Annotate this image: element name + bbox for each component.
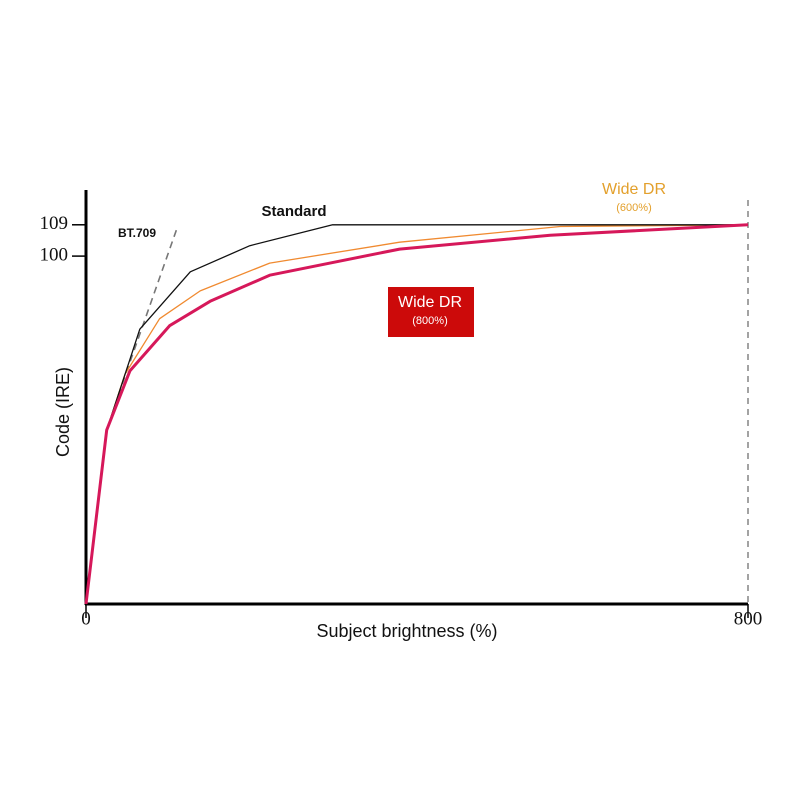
- series-label: BT.709: [118, 226, 156, 240]
- series-line: [117, 228, 178, 396]
- x-tick-label: 0: [81, 608, 91, 629]
- series-sublabel: (600%): [616, 202, 651, 214]
- series-label: Standard: [261, 203, 326, 220]
- label-box: [388, 287, 474, 337]
- series-line: [85, 224, 749, 605]
- series-label: Wide DR: [602, 181, 666, 198]
- y-tick-label: 109: [40, 213, 69, 234]
- series-label: Wide DR: [398, 294, 462, 311]
- series-sublabel: (800%): [412, 315, 447, 327]
- y-tick-label: 100: [40, 244, 69, 265]
- x-tick-label: 800: [734, 608, 763, 629]
- y-axis-label: Code (IRE): [53, 367, 73, 457]
- series-line: [84, 223, 749, 605]
- x-axis-label: Subject brightness (%): [316, 621, 497, 641]
- series-line: [85, 224, 748, 605]
